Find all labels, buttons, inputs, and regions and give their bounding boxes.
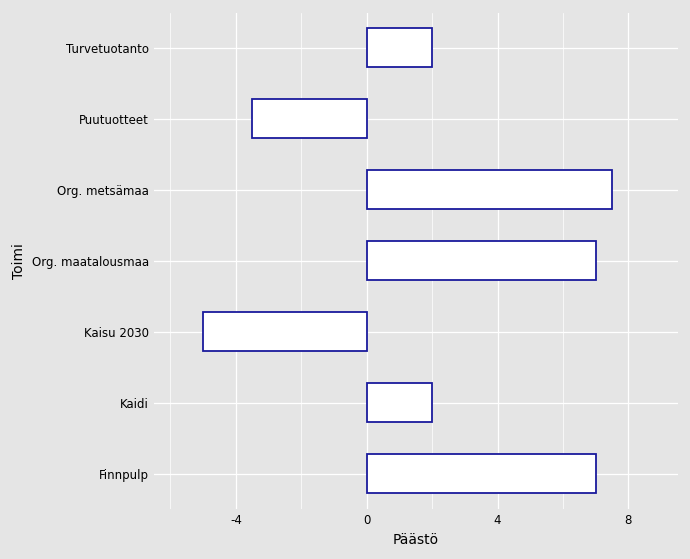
X-axis label: Päästö: Päästö — [393, 533, 439, 547]
Bar — [366, 29, 432, 68]
Bar — [366, 241, 595, 280]
Bar — [366, 170, 612, 210]
Bar — [203, 312, 366, 351]
Bar — [366, 383, 432, 422]
Bar — [252, 100, 366, 139]
Y-axis label: Toimi: Toimi — [12, 243, 26, 279]
Bar — [366, 454, 595, 493]
